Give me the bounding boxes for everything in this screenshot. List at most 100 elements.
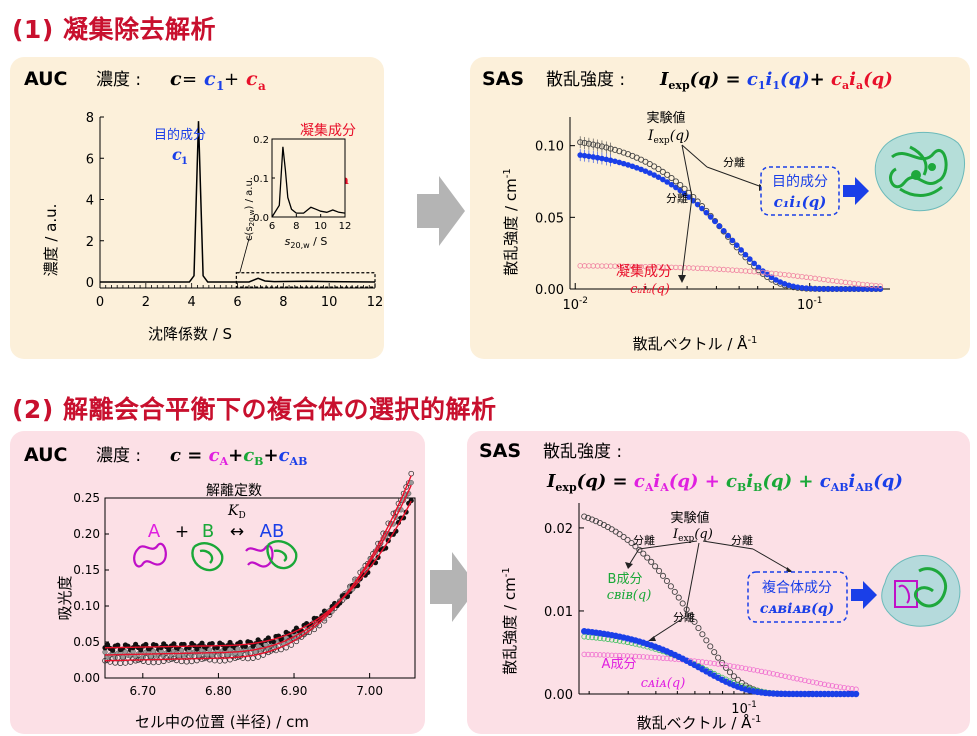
sas2-exp-point (640, 550, 647, 557)
auc1-ytick-label: 0 (86, 276, 94, 291)
sas1-exp-point (677, 181, 684, 189)
sas1-ytick-label: 0.10 (535, 140, 564, 155)
sas1-ytick-label: 0.00 (535, 283, 564, 298)
sas1-line-exp-sep2 (681, 144, 693, 198)
sas2-a-point (731, 663, 737, 670)
sas2-exp-point (703, 637, 710, 644)
sas2-a-point (778, 672, 784, 679)
sas2-a-point (739, 665, 745, 671)
auc2-protein-a-image (133, 542, 167, 568)
sas1-target-point (781, 281, 788, 287)
sas2-a-point (664, 655, 670, 662)
sas2-exp-point (671, 588, 678, 595)
sas1-target-point (860, 286, 866, 292)
sas2-exp-point (691, 618, 698, 625)
sas2-exp-point (659, 572, 667, 579)
sas1-target-point (699, 205, 705, 212)
sas2-exp-point (624, 536, 631, 543)
auc-eq-eq: = (182, 69, 197, 90)
auc1-inset-ylabel: c(s20,w) / a.u. (244, 177, 256, 241)
sas1-exp-point (651, 163, 658, 170)
auc2-eq: c = cA+cB+cAB (170, 445, 307, 468)
auc2-figure: AUC 濃度 : c = cA+cB+cAB 0.000.050.100.150… (10, 431, 425, 734)
auc2-black-point (209, 641, 215, 647)
sas2-exp-label: 実験値 (670, 510, 709, 526)
sas1-target-box (760, 166, 840, 216)
sas2-a-point (770, 671, 777, 677)
auc2-fit-gray (104, 484, 412, 656)
auc2-gray-point (178, 647, 185, 654)
auc2-black-point (171, 641, 177, 647)
sas1-target-point (673, 184, 679, 191)
auc1-inset-ytick-label: 0.0 (253, 213, 269, 224)
auc2-react-arrow: ↔ (230, 522, 244, 542)
auc2-label: AUC (24, 444, 68, 466)
arrow-2-shape (430, 552, 478, 622)
sas2-ytick-label: 0.00 (544, 688, 573, 703)
sas2-exp-point (667, 583, 674, 590)
sas2-a-sym: cᴀiᴀ(q) (641, 676, 686, 691)
auc1-inset-ytick-label: 0.2 (253, 135, 269, 146)
sas2-exp-point (679, 600, 686, 607)
sas2-complex-sym: cᴀʙiᴀʙ(q) (760, 601, 834, 617)
sas2-sep-2: 分離 (731, 533, 753, 547)
sas2-a-point (774, 671, 780, 678)
auc-eq-prefix: 濃度 : (96, 70, 141, 90)
sas2-a-point (605, 652, 611, 658)
sas1-target-point (733, 242, 740, 249)
auc1-xtick-label: 0 (96, 295, 104, 310)
sas2-exp-point (715, 654, 722, 661)
sas1-line-sep1-target (706, 166, 763, 188)
sas2-line-5 (684, 542, 700, 618)
auc2-react-B: B (202, 521, 214, 542)
sas2-a-point (648, 654, 654, 661)
sas2-exp-point (699, 631, 706, 638)
sas2-eq: Iexp(q) = cAiA(q) + cBiB(q) + cABiAB(q) (546, 471, 903, 494)
sas1-target-point (847, 286, 853, 292)
sas2-a-point (727, 663, 733, 669)
sas2-a-point (806, 678, 812, 684)
auc2-react-A: A (148, 521, 161, 542)
sas2-line-4 (752, 548, 792, 572)
auc2-ytick-label: 0.05 (73, 635, 100, 649)
sas2-a-point (597, 652, 603, 658)
auc-eq-c: c (170, 68, 182, 90)
sas1-target-point (825, 286, 831, 292)
auc1-ytick-label: 8 (86, 111, 94, 126)
sas2-a-point (798, 676, 804, 683)
sas2-a-point (743, 665, 749, 672)
auc-eq-plus: + (224, 69, 239, 90)
sas1-target-point (616, 159, 623, 166)
sas2-a-point (644, 654, 650, 660)
sas1-target-point (660, 176, 666, 183)
sas2-a-point (817, 680, 824, 687)
sas1-target-point (764, 271, 771, 278)
sas2-arrowhead-1 (625, 562, 633, 569)
auc2-xtick-label: 6.90 (281, 684, 308, 698)
sas1-target-point (646, 170, 653, 176)
sas2-a-point (711, 660, 717, 667)
sas2-exp-point (616, 531, 623, 538)
sas2-a-point (762, 669, 769, 675)
sas1-blue-arrow (843, 177, 869, 205)
auc1-zoom-box (235, 272, 376, 288)
panel-sas-2: SAS 散乱強度 : Iexp(q) = cAiA(q) + cBiB(q) +… (467, 431, 970, 734)
sas1-target-point (651, 172, 657, 178)
sas1-target-point (855, 286, 862, 292)
auc1-inset-xtick-label: 6 (269, 221, 275, 232)
sas1-target-point (803, 285, 810, 292)
auc2-black-point (115, 642, 121, 648)
sas2-a-point (766, 670, 773, 676)
auc1-ylabel: 濃度 / a.u. (42, 204, 60, 277)
auc-label: AUC (24, 68, 68, 90)
sas2-a-point (833, 683, 840, 690)
auc1-inset-xlabel: s20,w / S (285, 235, 328, 250)
sas1-exp-sym: Iexp(q) (647, 128, 690, 146)
sas2-label: SAS (479, 440, 521, 462)
sas1-target-point (755, 264, 762, 271)
auc2-black-point (199, 640, 205, 646)
sas2-a-point (628, 653, 635, 659)
sas2-complex-image (881, 555, 961, 627)
sas1-figure: SAS 散乱強度 : Iexp(q) = c1i1(q)+ caia(q) 0.… (470, 57, 970, 359)
auc2-gray-point (235, 646, 241, 652)
